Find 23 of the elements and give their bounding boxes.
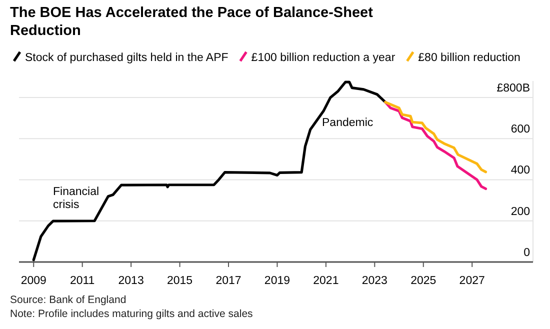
source-note: Source: Bank of England <box>10 294 126 306</box>
x-tick-label: 2009 <box>20 274 46 287</box>
x-tick-label: 2027 <box>459 274 485 287</box>
x-tick-label: 2013 <box>118 274 144 287</box>
legend-label: Stock of purchased gilts held in the APF <box>25 52 228 64</box>
legend-label: £100 billion reduction a year <box>251 52 396 64</box>
x-tick-label: 2021 <box>313 274 339 287</box>
x-tick-label: 2017 <box>216 274 242 287</box>
y-tick-label: £800B <box>496 82 530 94</box>
x-tick-label: 2015 <box>166 274 193 287</box>
x-tick-label: 2011 <box>70 274 95 287</box>
x-tick-label: 2023 <box>362 274 388 287</box>
x-tick-label: 2025 <box>410 274 436 287</box>
x-tick-label: 2019 <box>264 274 290 287</box>
annotation: Pandemic <box>322 117 374 129</box>
y-tick-label: 200 <box>510 206 530 218</box>
y-tick-label: 0 <box>524 247 530 259</box>
annotation: Financial crisis <box>53 186 100 211</box>
y-tick-label: 600 <box>510 124 530 136</box>
legend-label: £80 billion reduction <box>418 52 520 64</box>
chart-title: The BOE Has Accelerated the Pace of Balance-Sheet Reduction <box>10 5 374 39</box>
text: Note: Profile includes maturing gilts and active sales <box>10 308 253 320</box>
y-tick-label: 400 <box>510 164 530 177</box>
